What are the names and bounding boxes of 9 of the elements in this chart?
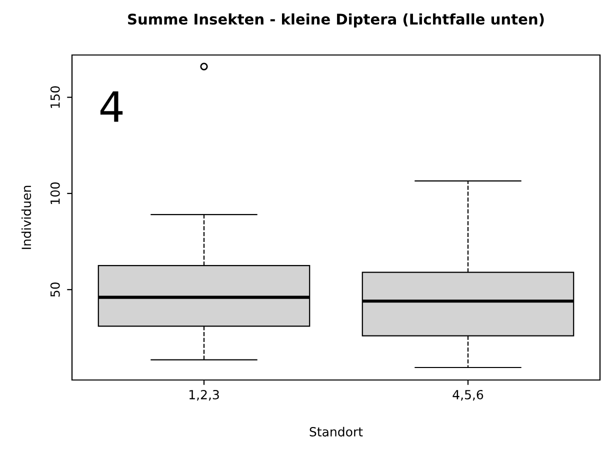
y-tick-label: 100 [50,182,60,204]
x-tick-label: 4,5,6 [452,390,484,401]
chart-title: Summe Insekten - kleine Diptera (Lichtfalle unten) [128,13,544,28]
y-tick-label: 50 [50,282,60,297]
x-tick-label: 1,2,3 [189,390,219,401]
x-axis-title: Standort [310,426,363,436]
annotation: 4 [100,91,123,122]
y-axis-title: Individuen [21,186,32,249]
y-tick-label: 150 [50,86,60,108]
